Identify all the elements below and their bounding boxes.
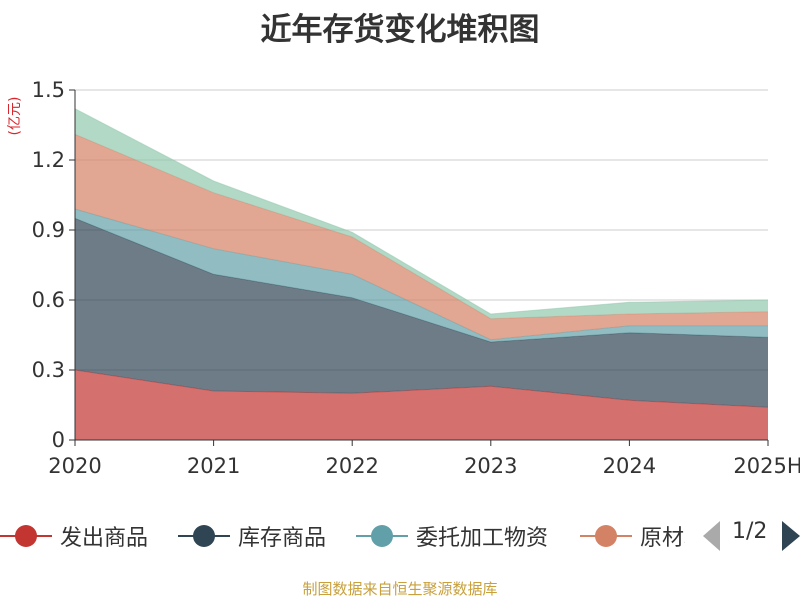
legend-clip-area: 原材料: [580, 516, 685, 556]
x-tick-label: 2024: [603, 454, 656, 478]
legend-item[interactable]: 库存商品: [178, 516, 326, 556]
legend-label: 发出商品: [60, 526, 149, 551]
legend-item[interactable]: 原材料: [580, 516, 685, 556]
legend-marker-icon: [178, 524, 230, 548]
data-source-note: 制图数据来自恒生聚源数据库: [302, 580, 498, 598]
area-series-1: [75, 218, 768, 408]
legend-pager: 1/2: [700, 516, 800, 556]
area-series-2: [75, 209, 768, 342]
area-series-0: [75, 370, 768, 440]
area-series: [74, 108, 769, 440]
tick-labels: 0 0.3 0.6 0.9 1.2 1.5 2020 2021 2022 2023 2024 2025…: [32, 78, 800, 478]
area-series-3: [75, 134, 768, 340]
legend-marker-icon: [0, 524, 52, 548]
y-tick-label: 0.6: [32, 288, 65, 312]
x-tick-label: 2023: [464, 454, 517, 478]
area-series-4: [75, 108, 768, 319]
legend-marker-dot: [595, 525, 617, 547]
x-tick-label: 2022: [325, 454, 378, 478]
axes: [69, 89, 769, 446]
area-series-line-4: [74, 108, 769, 315]
legend-label: 原材料: [640, 526, 685, 551]
stacked-area-chart: 0 0.3 0.6 0.9 1.2 1.5 2020 2021 2022 2023 2024 2025…: [32, 78, 800, 478]
y-tick-label: 0: [52, 428, 65, 452]
y-tick-label: 1.5: [32, 78, 65, 102]
x-tick-label: 2025H: [733, 454, 800, 478]
pager-prev-icon[interactable]: [703, 521, 720, 551]
legend-item[interactable]: 发出商品: [0, 516, 148, 556]
legend-marker-dot: [193, 525, 215, 547]
legend-label: 委托加工物资: [416, 526, 549, 551]
legend-item[interactable]: 委托加工物资: [356, 516, 548, 556]
pager-text: 1/2: [732, 519, 768, 544]
x-tick-label: 2021: [187, 454, 240, 478]
y-tick-label: 0.9: [32, 218, 65, 242]
y-tick-label: 0.3: [32, 358, 65, 382]
x-tick-label: 2020: [48, 454, 101, 478]
legend-label: 库存商品: [238, 526, 327, 551]
y-tick-label: 1.2: [32, 148, 65, 172]
chart-title: 近年存货变化堆积图: [260, 12, 540, 48]
legend-marker-dot: [15, 525, 37, 547]
legend-marker-icon: [356, 524, 408, 548]
legend-marker-icon: [580, 524, 632, 548]
y-axis-unit-text: (亿元): [7, 97, 23, 136]
y-axis-unit-label: (亿元): [7, 97, 23, 136]
legend-marker-dot: [371, 525, 393, 547]
pager-next-icon[interactable]: [782, 521, 800, 551]
legend: 原材料 发出商品 库存商品 委托加工物资: [0, 516, 800, 556]
